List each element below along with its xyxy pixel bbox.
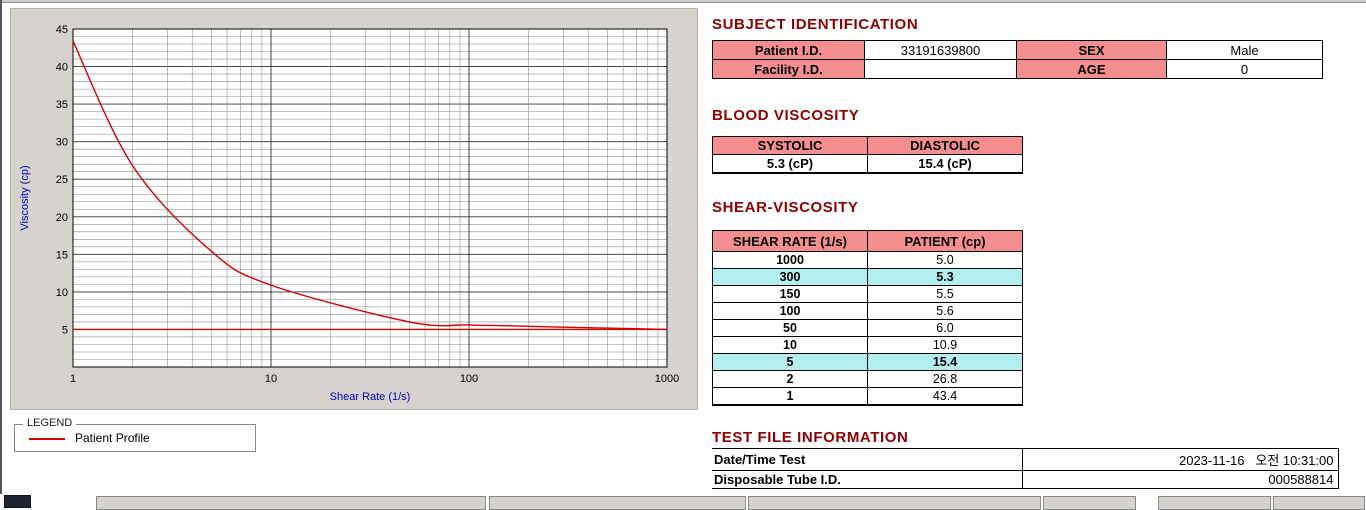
- legend-title: LEGEND: [23, 417, 77, 429]
- shear-row: 5 15.4: [712, 353, 1023, 371]
- svg-text:45: 45: [56, 24, 68, 36]
- shear-row: 10 10.9: [712, 336, 1023, 354]
- svg-text:10: 10: [56, 287, 68, 299]
- svg-text:40: 40: [56, 62, 68, 74]
- shear-rate-cell: 100: [712, 302, 868, 320]
- disposable-tube-id-value: 000588814: [1022, 470, 1339, 489]
- shear-row: 150 5.5: [712, 285, 1023, 303]
- series-patient-profile: [72, 40, 668, 331]
- table-row: SHEAR RATE (1/s) PATIENT (cp): [712, 230, 1023, 252]
- patient-cp-cell: 26.8: [867, 370, 1023, 388]
- table-row: Disposable Tube I.D. 000588814: [712, 470, 1339, 489]
- shear-row: 100 5.6: [712, 302, 1023, 320]
- date-time-test-value: 2023-11-16 오전 10:31:00: [1022, 448, 1339, 471]
- patient-cp-header: PATIENT (cp): [867, 230, 1023, 252]
- diastolic-header: DIASTOLIC: [867, 136, 1023, 155]
- table-row: 5.3 (cP) 15.4 (cP): [712, 154, 1023, 174]
- shear-row: 1 43.4: [712, 387, 1023, 406]
- patient-cp-cell: 5.3: [867, 268, 1023, 286]
- diastolic-value: 15.4 (cP): [867, 154, 1023, 174]
- shear-viscosity-table: SHEAR RATE (1/s) PATIENT (cp) 1000 5.0 300…: [712, 230, 1023, 406]
- subject-identification-table: Patient I.D. 33191639800 SEX Male Facili…: [712, 40, 1323, 79]
- shear-rate-header: SHEAR RATE (1/s): [712, 230, 868, 252]
- shear-viscosity-heading: SHEAR-VISCOSITY: [712, 199, 859, 216]
- window-left-edge: [0, 0, 2, 494]
- sex-value: Male: [1166, 40, 1323, 60]
- viscosity-chart: 45 40 35 30 25 20 15 10 5 1 10 100 1000 Viscosity (cp…: [19, 24, 679, 403]
- svg-text:35: 35: [56, 99, 68, 111]
- blood-viscosity-heading: BLOOD VISCOSITY: [712, 107, 860, 124]
- systolic-header: SYSTOLIC: [712, 136, 868, 155]
- patient-cp-cell: 43.4: [867, 387, 1023, 406]
- age-label: AGE: [1016, 59, 1167, 79]
- patient-cp-cell: 5.5: [867, 285, 1023, 303]
- svg-text:25: 25: [56, 174, 68, 186]
- y-axis-title: Viscosity (cp): [19, 165, 31, 230]
- table-row: Facility I.D. AGE 0: [712, 59, 1323, 79]
- shear-rate-cell: 1000: [712, 251, 868, 269]
- svg-text:15: 15: [56, 249, 68, 261]
- patient-cp-cell: 15.4: [867, 353, 1023, 371]
- disposable-tube-id-label: Disposable Tube I.D.: [712, 470, 1023, 489]
- shear-rate-cell: 5: [712, 353, 868, 371]
- date-time-test-label: Date/Time Test: [712, 448, 1023, 471]
- test-file-information-table: Date/Time Test 2023-11-16 오전 10:31:00 Di…: [712, 448, 1339, 489]
- shear-row: 2 26.8: [712, 370, 1023, 388]
- facility-id-value: [864, 59, 1017, 79]
- svg-text:1000: 1000: [655, 373, 679, 385]
- svg-text:10: 10: [265, 373, 277, 385]
- patient-cp-cell: 5.6: [867, 302, 1023, 320]
- bottom-navy-button[interactable]: [4, 495, 31, 508]
- blood-viscosity-table: SYSTOLIC DIASTOLIC 5.3 (cP) 15.4 (cP): [712, 136, 1023, 174]
- svg-text:100: 100: [460, 373, 478, 385]
- shear-rate-cell: 300: [712, 268, 868, 286]
- window-top-edge: [0, 0, 1366, 3]
- table-row: SYSTOLIC DIASTOLIC: [712, 136, 1023, 155]
- patient-cp-cell: 6.0: [867, 319, 1023, 337]
- svg-text:1: 1: [70, 373, 76, 385]
- sex-label: SEX: [1016, 40, 1167, 60]
- svg-text:20: 20: [56, 212, 68, 224]
- table-row: Date/Time Test 2023-11-16 오전 10:31:00: [712, 448, 1339, 471]
- patient-cp-cell: 10.9: [867, 336, 1023, 354]
- systolic-value: 5.3 (cP): [712, 154, 868, 174]
- facility-id-label: Facility I.D.: [712, 59, 865, 79]
- patient-id-label: Patient I.D.: [712, 40, 865, 60]
- subject-identification-heading: SUBJECT IDENTIFICATION: [712, 16, 919, 33]
- shear-rate-cell: 150: [712, 285, 868, 303]
- svg-text:30: 30: [56, 137, 68, 149]
- table-row: Patient I.D. 33191639800 SEX Male: [712, 40, 1323, 60]
- test-file-information-heading: TEST FILE INFORMATION: [712, 429, 909, 446]
- legend-entry-label: Patient Profile: [75, 431, 150, 445]
- patient-id-value: 33191639800: [864, 40, 1017, 60]
- patient-cp-cell: 5.0: [867, 251, 1023, 269]
- shear-row: 1000 5.0: [712, 251, 1023, 269]
- svg-text:5: 5: [62, 324, 68, 336]
- shear-row: 50 6.0: [712, 319, 1023, 337]
- shear-rate-cell: 10: [712, 336, 868, 354]
- legend-line-sample: [29, 438, 65, 440]
- x-axis-title: Shear Rate (1/s): [330, 391, 411, 403]
- shear-rate-cell: 50: [712, 319, 868, 337]
- shear-table-body: 1000 5.0 300 5.3 150 5.5 100 5.6 50 6.0 10 10.9 5 15.…: [712, 251, 1023, 406]
- legend-box: LEGEND Patient Profile: [14, 417, 256, 452]
- viscosity-chart-panel: 45 40 35 30 25 20 15 10 5 1 10 100 1000 Viscosity (cp…: [10, 8, 698, 410]
- shear-rate-cell: 1: [712, 387, 868, 406]
- shear-rate-cell: 2: [712, 370, 868, 388]
- age-value: 0: [1166, 59, 1323, 79]
- shear-row: 300 5.3: [712, 268, 1023, 286]
